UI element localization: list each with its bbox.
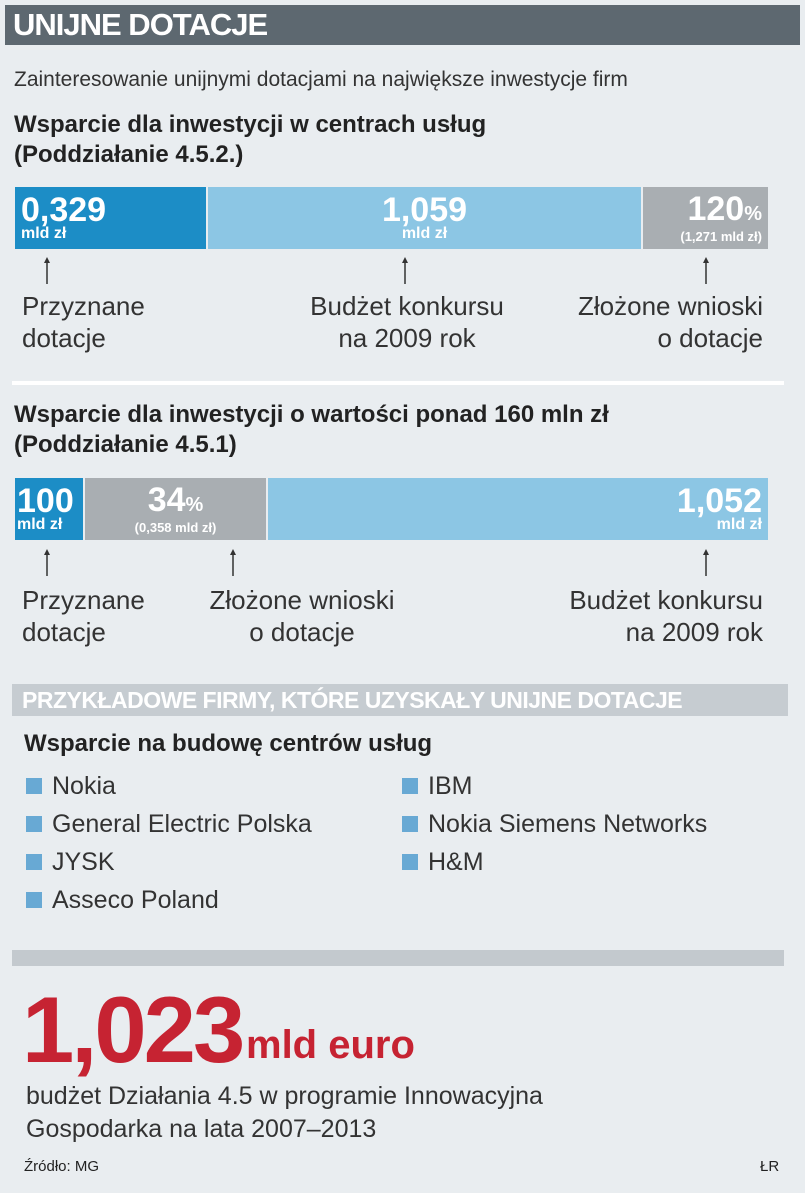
source: Źródło: MG xyxy=(24,1158,100,1175)
unit: % xyxy=(185,493,204,516)
arrow xyxy=(44,549,50,576)
segment-unit: mld zł xyxy=(21,225,67,242)
credit: ŁR xyxy=(760,1158,780,1175)
company-name: Nokia xyxy=(52,772,116,800)
label: Przyznane dotacje xyxy=(22,290,145,354)
subtitle: Zainteresowanie unijnymi dotacjami na na… xyxy=(14,68,628,91)
company-name: Nokia Siemens Networks xyxy=(428,810,708,838)
label: Budżet konkursu na 2009 rok xyxy=(257,290,557,354)
company: Asseco Poland xyxy=(26,881,312,919)
label: Złożone wnioski o dotacje xyxy=(152,584,452,648)
label-line: Przyznane xyxy=(22,291,145,321)
description: Gospodarka na lata 2007–2013 xyxy=(26,1115,377,1143)
company: General Electric Polska xyxy=(26,805,312,843)
bullet xyxy=(402,854,418,870)
segment-value: 0,329 xyxy=(21,191,107,229)
segment-value: 1,052 xyxy=(676,482,762,520)
section-title: Wsparcie dla inwestycji w centrach usług… xyxy=(14,110,486,170)
company: H&M xyxy=(402,843,707,881)
separator xyxy=(12,950,784,966)
description: budżet Działania 4.5 w programie Innowac… xyxy=(26,1082,543,1110)
segment-value: 100 xyxy=(17,482,74,520)
company: JYSK xyxy=(26,843,312,881)
label-line: Budżet konkursu xyxy=(569,585,763,615)
section-title: Wsparcie dla inwestycji o wartości ponad… xyxy=(14,400,609,460)
bullet xyxy=(26,816,42,832)
label-line: Złożone wnioski xyxy=(578,291,763,321)
arrow xyxy=(230,549,236,576)
value: 120 xyxy=(687,189,745,228)
label-line: Przyznane xyxy=(22,585,145,615)
company: Nokia Siemens Networks xyxy=(402,805,707,843)
company-name: JYSK xyxy=(52,848,115,876)
title-line: Wsparcie dla inwestycji w centrach usług xyxy=(14,111,487,138)
label-line: dotacje xyxy=(22,323,106,353)
segment-note: (0,358 mld zł) xyxy=(134,519,217,535)
company-column: IBM Nokia Siemens Networks H&M xyxy=(402,767,707,881)
company-name: General Electric Polska xyxy=(52,810,312,838)
bullet xyxy=(26,778,42,794)
segment-value: 120% xyxy=(687,189,762,230)
label-line: o dotacje xyxy=(249,617,355,647)
segment: 0,329 mld zł xyxy=(15,187,208,249)
bullet xyxy=(26,892,42,908)
segment-value: 34% xyxy=(147,480,204,521)
title-line: Wsparcie dla inwestycji o wartości ponad… xyxy=(14,401,609,428)
title-line: (Poddziałanie 4.5.2.) xyxy=(14,141,244,168)
label-line: dotacje xyxy=(22,617,106,647)
label-line: Złożone wnioski xyxy=(209,585,395,615)
arrow xyxy=(44,257,50,284)
value: 34 xyxy=(147,480,186,519)
company: Nokia xyxy=(26,767,312,805)
header-title: UNIJNE DOTACJE xyxy=(5,5,800,45)
bullet xyxy=(402,816,418,832)
label: Złożone wnioski o dotacje xyxy=(463,290,763,354)
divider xyxy=(12,381,784,385)
segment: 120% (1,271 mld zł) xyxy=(643,187,768,249)
arrow xyxy=(402,257,408,284)
label-line: o dotacje xyxy=(657,323,763,353)
segment-note: (1,271 mld zł) xyxy=(680,228,762,244)
big-value: 1,023 xyxy=(22,977,245,1082)
label-line: na 2009 rok xyxy=(338,323,476,353)
company: IBM xyxy=(402,767,707,805)
label: Przyznane dotacje xyxy=(22,584,145,648)
segment: 1,052 mld zł xyxy=(268,478,768,540)
arrow xyxy=(703,257,709,284)
segment-value: 1,059 xyxy=(381,191,468,229)
segment: 34% (0,358 mld zł) xyxy=(85,478,268,540)
label-line: na 2009 rok xyxy=(625,617,763,647)
bar: 100 mld zł 34% (0,358 mld zł) 1,052 mld zł xyxy=(15,478,768,540)
big-unit: mld euro xyxy=(246,1023,415,1067)
examples-subheading: Wsparcie na budowę centrów usług xyxy=(24,730,433,757)
bullet xyxy=(402,778,418,794)
label: Budżet konkursu na 2009 rok xyxy=(463,584,763,648)
company-name: Asseco Poland xyxy=(52,886,219,914)
segment-unit: mld zł xyxy=(17,516,63,533)
segment-unit: mld zł xyxy=(401,225,448,242)
unit: % xyxy=(744,202,762,225)
label-line: Budżet konkursu xyxy=(310,291,504,321)
company-name: IBM xyxy=(428,772,473,800)
title-line: (Poddziałanie 4.5.1) xyxy=(14,431,237,458)
segment-unit: mld zł xyxy=(716,516,762,533)
company-name: H&M xyxy=(428,848,484,876)
bar: 0,329 mld zł 1,059 mld zł 120% (1,271 mld z… xyxy=(15,187,768,249)
arrow xyxy=(703,549,709,576)
segment: 100 mld zł xyxy=(15,478,85,540)
segment: 1,059 mld zł xyxy=(208,187,643,249)
company-column: Nokia General Electric Polska JYSK Asseco P… xyxy=(26,767,312,919)
bullet xyxy=(26,854,42,870)
examples-heading: PRZYKŁADOWE FIRMY, KTÓRE UZYSKAŁY UNIJNE… xyxy=(12,684,788,716)
